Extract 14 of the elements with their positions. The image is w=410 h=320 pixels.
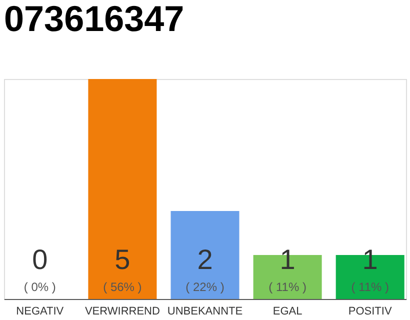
annotation: ( 56% ) xyxy=(103,280,142,294)
x-tick-label: POSITIV xyxy=(348,306,392,318)
annotation: ( 11% ) xyxy=(268,280,306,294)
x-tick-label: VERWIRREND xyxy=(84,306,160,318)
data-label: 2 xyxy=(197,244,213,275)
annotation: ( 0% ) xyxy=(24,280,56,294)
x-tick-label: EGAL xyxy=(272,306,302,318)
x-tick-label: UNBEKANNTE xyxy=(167,306,243,318)
data-label: 0 xyxy=(32,244,48,275)
chart-title: 073616347 xyxy=(4,0,184,39)
x-tick-label: NEGATIV xyxy=(16,306,64,318)
annotation: ( 11% ) xyxy=(351,280,389,294)
data-label: 5 xyxy=(114,244,130,275)
annotation: ( 22% ) xyxy=(186,280,224,294)
